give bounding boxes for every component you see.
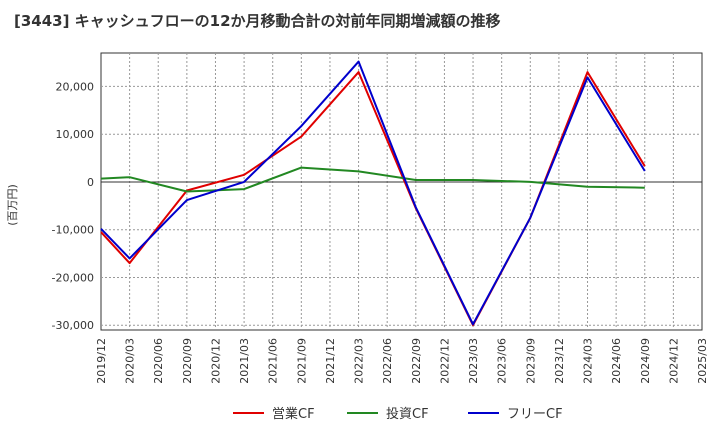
- x-tick-label: 2021/06: [267, 338, 280, 384]
- x-tick-label: 2020/12: [209, 338, 222, 384]
- y-tick-label: 20,000: [56, 80, 95, 93]
- x-tick-label: 2022/03: [353, 338, 366, 384]
- x-tick-label: 2024/03: [582, 338, 595, 384]
- x-tick-label: 2020/03: [124, 338, 137, 384]
- x-tick-label: 2022/12: [438, 338, 451, 384]
- y-axis-label: (百万円): [6, 184, 19, 226]
- legend-label-フリーCF: フリーCF: [507, 407, 563, 422]
- y-tick-label: 10,000: [56, 128, 95, 141]
- legend-label-投資CF: 投資CF: [386, 406, 429, 422]
- x-tick-label: 2020/06: [152, 338, 165, 384]
- series-line-投資CF: [100, 166, 645, 193]
- x-tick-label: 2024/06: [610, 338, 623, 384]
- x-tick-label: 2021/03: [238, 338, 251, 384]
- x-tick-label: 2023/09: [524, 338, 537, 384]
- x-tick-label: 2023/03: [467, 338, 480, 384]
- x-tick-label: 2024/09: [639, 338, 652, 384]
- x-tick-label: 2021/09: [295, 338, 308, 384]
- y-tick-label: -30,000: [52, 319, 94, 332]
- x-tick-label: 2019/12: [95, 338, 108, 384]
- y-tick-label: -10,000: [52, 224, 94, 237]
- legend-label-営業CF: 営業CF: [272, 406, 315, 422]
- x-tick-label: 2023/06: [496, 338, 509, 384]
- series-line-フリーCF: [100, 60, 646, 326]
- x-tick-label: 2022/09: [410, 338, 423, 384]
- y-tick-label: -20,000: [52, 271, 94, 284]
- x-tick-label: 2022/06: [381, 338, 394, 384]
- x-tick-label: 2023/12: [553, 338, 566, 384]
- x-tick-label: 2025/03: [696, 338, 709, 384]
- y-tick-label: 0: [87, 176, 94, 189]
- x-tick-label: 2024/12: [667, 338, 680, 384]
- chart-title: [3443] キャッシュフローの12か月移動合計の対前年同期増減額の推移: [14, 12, 501, 30]
- x-tick-label: 2021/12: [324, 338, 337, 384]
- x-tick-label: 2020/09: [181, 338, 194, 384]
